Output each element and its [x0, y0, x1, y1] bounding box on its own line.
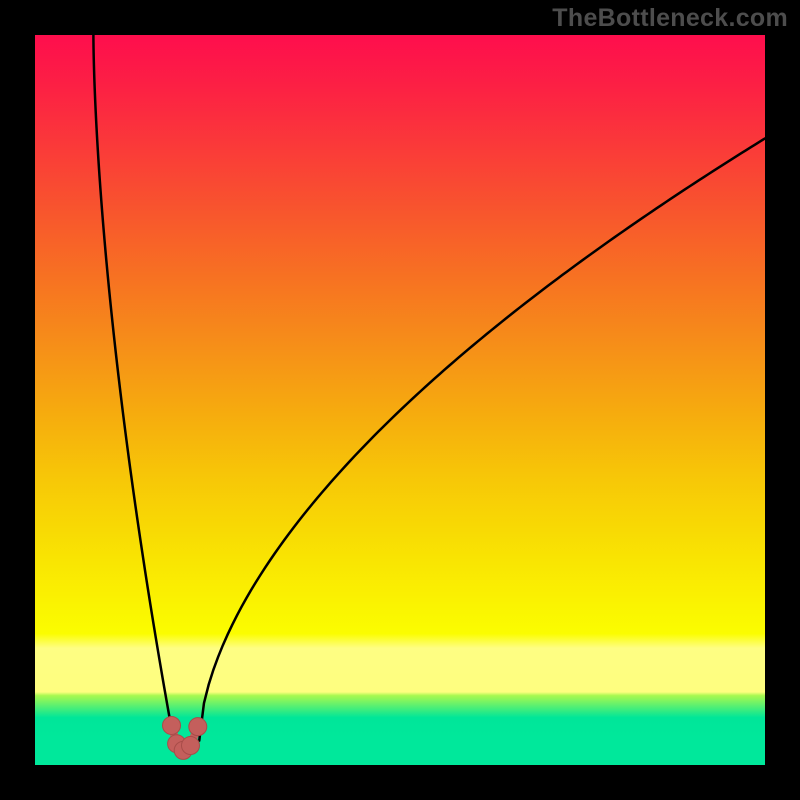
chart-stage: TheBottleneck.com: [0, 0, 800, 800]
chart-frame: [35, 35, 765, 765]
watermark-text: TheBottleneck.com: [552, 4, 788, 33]
